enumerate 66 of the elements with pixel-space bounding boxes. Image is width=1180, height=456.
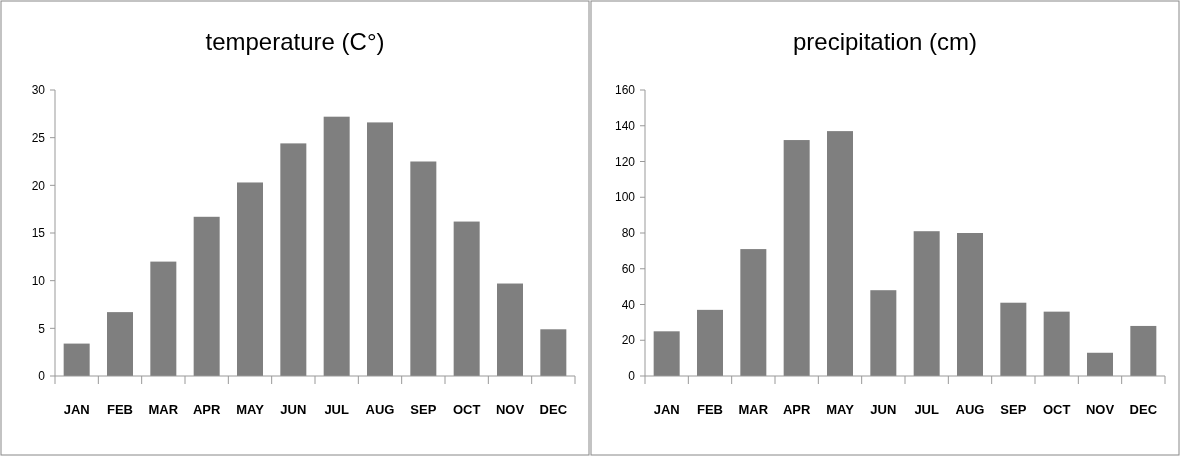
x-tick-label: MAY xyxy=(826,402,855,417)
x-tick-label: AUG xyxy=(955,402,985,417)
bar xyxy=(237,182,263,376)
y-tick-label: 40 xyxy=(621,297,636,312)
x-tick-label: FEB xyxy=(697,402,723,417)
x-tick-label: MAR xyxy=(148,402,179,417)
bar xyxy=(323,116,350,376)
bar xyxy=(497,283,523,376)
bar xyxy=(410,161,437,376)
bar xyxy=(653,331,680,376)
bar xyxy=(63,343,90,376)
x-tick-label: MAY xyxy=(236,402,265,417)
y-tick-label: 80 xyxy=(621,226,636,241)
bar xyxy=(107,312,133,376)
x-tick-label: JUL xyxy=(324,402,349,417)
x-tick-label: APR xyxy=(782,402,811,417)
bar xyxy=(827,131,853,376)
bar xyxy=(1000,302,1027,376)
bar xyxy=(367,122,393,376)
y-tick-label: 20 xyxy=(621,333,636,348)
x-tick-label: DEC xyxy=(1129,402,1158,417)
bar xyxy=(280,143,307,376)
y-tick-label: 60 xyxy=(621,261,636,276)
bar xyxy=(193,216,220,376)
bar xyxy=(453,221,480,376)
bar xyxy=(870,290,897,376)
bar xyxy=(1087,352,1113,376)
chart-title: temperature (C°) xyxy=(205,28,385,55)
x-tick-label: OCT xyxy=(452,402,481,417)
y-tick-label: 15 xyxy=(31,226,46,241)
x-tick-label: JAN xyxy=(653,402,680,417)
bar xyxy=(150,261,177,376)
bar xyxy=(697,309,723,376)
bar xyxy=(957,233,983,376)
x-tick-label: NOV xyxy=(1085,402,1115,417)
bar xyxy=(1043,311,1070,376)
y-tick-label: 20 xyxy=(31,178,46,193)
y-tick-label: 140 xyxy=(614,118,636,133)
bar xyxy=(740,249,767,376)
y-tick-label: 25 xyxy=(31,130,46,145)
y-tick-label: 100 xyxy=(614,190,636,205)
y-tick-label: 30 xyxy=(31,83,46,98)
bar xyxy=(540,329,567,376)
bar xyxy=(783,140,810,376)
bar xyxy=(913,231,940,376)
x-tick-label: FEB xyxy=(107,402,133,417)
x-tick-label: DEC xyxy=(539,402,568,417)
x-tick-label: NOV xyxy=(495,402,525,417)
x-tick-label: SEP xyxy=(410,402,437,417)
x-tick-label: JUN xyxy=(870,402,897,417)
y-tick-label: 120 xyxy=(614,154,636,169)
x-tick-label: JUN xyxy=(280,402,307,417)
y-tick-label: 5 xyxy=(38,321,46,336)
x-tick-label: APR xyxy=(192,402,221,417)
x-tick-label: JUL xyxy=(914,402,939,417)
x-tick-label: OCT xyxy=(1042,402,1071,417)
x-tick-label: MAR xyxy=(738,402,769,417)
chart-title: precipitation (cm) xyxy=(792,28,978,55)
y-tick-label: 0 xyxy=(38,369,46,384)
x-tick-label: JAN xyxy=(63,402,90,417)
y-tick-label: 10 xyxy=(31,273,46,288)
y-tick-label: 0 xyxy=(628,369,636,384)
bar xyxy=(1130,325,1157,376)
x-tick-label: AUG xyxy=(365,402,395,417)
x-tick-label: SEP xyxy=(1000,402,1027,417)
y-tick-label: 160 xyxy=(614,83,636,98)
